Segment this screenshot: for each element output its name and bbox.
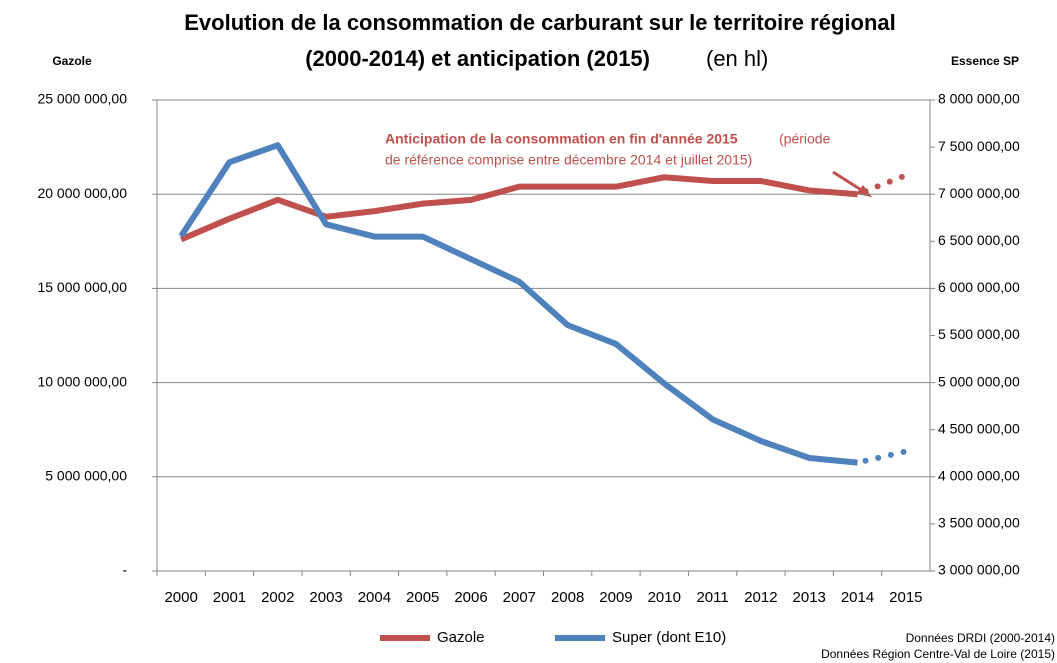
y-tick-label: 10 000 000,00 bbox=[37, 373, 127, 389]
x-tick-label: 2010 bbox=[648, 589, 681, 606]
annotation: Anticipation de la consommation en fin d… bbox=[385, 131, 738, 147]
x-tick-label: 2015 bbox=[889, 589, 922, 606]
y2-tick-label: 5 000 000,00 bbox=[938, 373, 1020, 389]
y-tick-label: 20 000 000,00 bbox=[37, 185, 127, 201]
y-axis-label: Gazole bbox=[52, 54, 92, 68]
y-tick-label: 5 000 000,00 bbox=[45, 468, 127, 484]
x-tick-label: 2013 bbox=[793, 589, 826, 606]
y2-tick-label: 7 500 000,00 bbox=[938, 138, 1020, 154]
source: Données DRDI (2000-2014) bbox=[906, 631, 1055, 645]
x-tick-label: 2011 bbox=[696, 589, 728, 606]
x-tick-label: 2008 bbox=[551, 589, 584, 606]
x-tick-label: 2007 bbox=[503, 589, 536, 606]
chart-title: (2000-2014) et anticipation (2015) bbox=[305, 46, 650, 71]
annotation: de référence comprise entre décembre 201… bbox=[385, 152, 752, 168]
y2-tick-label: 4 000 000,00 bbox=[938, 468, 1020, 484]
y-tick-label: - bbox=[122, 562, 127, 578]
y2-tick-label: 7 000 000,00 bbox=[938, 185, 1020, 201]
x-tick-label: 2012 bbox=[744, 589, 777, 606]
x-tick-label: 2014 bbox=[841, 589, 874, 606]
x-tick-label: 2004 bbox=[358, 589, 391, 606]
x-tick-label: 2006 bbox=[454, 589, 487, 606]
y-tick-label: 25 000 000,00 bbox=[37, 91, 127, 107]
y2-tick-label: 4 500 000,00 bbox=[938, 420, 1020, 436]
annotation: (période bbox=[779, 131, 831, 147]
x-tick-label: 2000 bbox=[164, 589, 197, 606]
y2-tick-label: 3 000 000,00 bbox=[938, 562, 1020, 578]
x-tick-label: 2001 bbox=[213, 589, 246, 606]
chart-title-unit: (en hl) bbox=[706, 46, 768, 71]
y2-tick-label: 6 000 000,00 bbox=[938, 279, 1020, 295]
y2-axis-label: Essence SP bbox=[951, 54, 1019, 68]
x-tick-label: 2005 bbox=[406, 589, 439, 606]
legend-label: Gazole bbox=[437, 629, 485, 646]
source: Données Région Centre-Val de Loire (2015… bbox=[821, 647, 1055, 661]
y2-tick-label: 3 500 000,00 bbox=[938, 515, 1020, 531]
series-line bbox=[179, 174, 858, 243]
y2-tick-label: 5 500 000,00 bbox=[938, 326, 1020, 342]
series-line bbox=[178, 142, 858, 466]
y2-tick-label: 6 500 000,00 bbox=[938, 232, 1020, 248]
chart-title: Evolution de la consommation de carburan… bbox=[184, 10, 895, 35]
anticipation-line bbox=[862, 448, 909, 464]
x-tick-label: 2003 bbox=[309, 589, 342, 606]
x-tick-label: 2009 bbox=[599, 589, 632, 606]
x-tick-label: 2002 bbox=[261, 589, 294, 606]
legend-label: Super (dont E10) bbox=[612, 629, 726, 646]
y-tick-label: 15 000 000,00 bbox=[37, 279, 127, 295]
anticipation-line bbox=[862, 172, 909, 195]
y2-tick-label: 8 000 000,00 bbox=[938, 91, 1020, 107]
